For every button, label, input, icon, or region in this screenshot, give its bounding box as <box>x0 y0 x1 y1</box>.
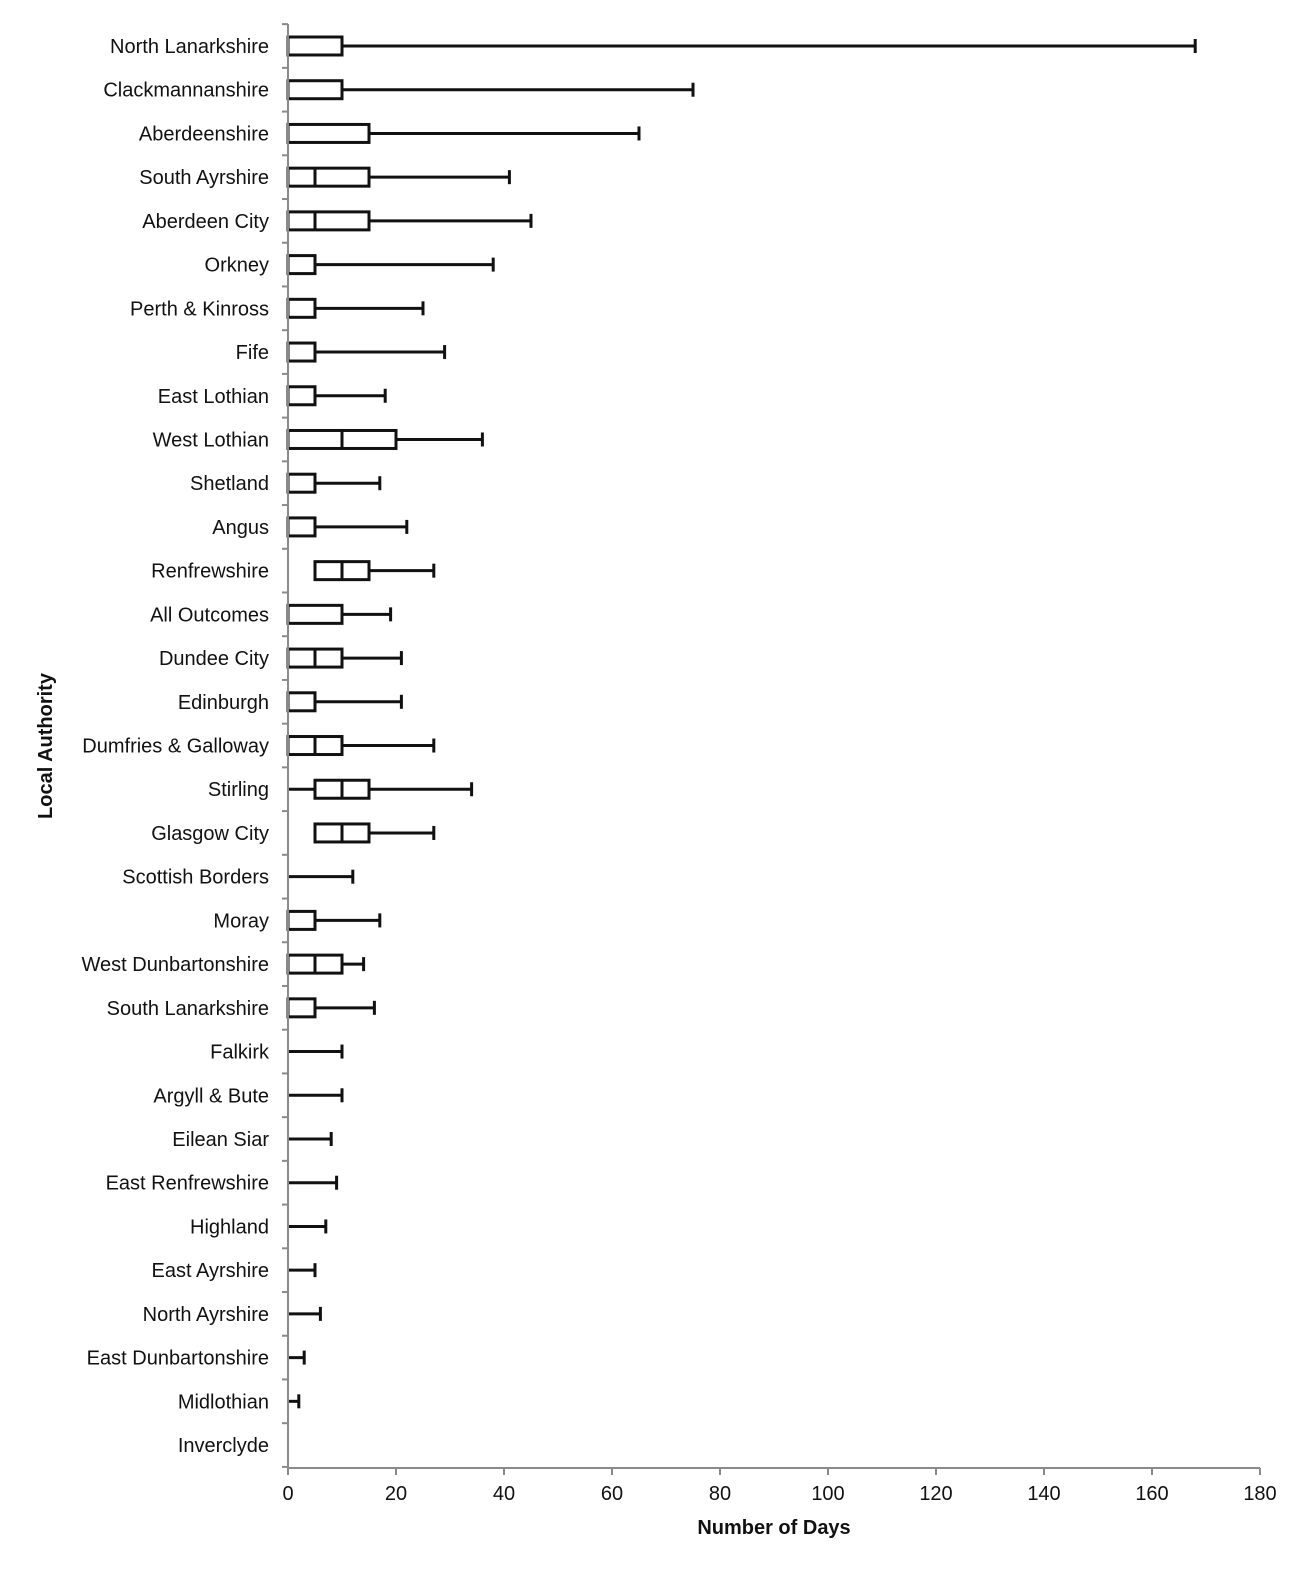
x-tick-label: 0 <box>282 1483 293 1505</box>
boxplot-row <box>286 122 641 144</box>
boxplot-row <box>286 603 393 625</box>
boxplot-row <box>286 691 403 713</box>
boxplot-row <box>313 560 436 582</box>
category-label: Orkney <box>205 255 269 277</box>
iqr-box <box>286 516 317 538</box>
x-tick-label: 20 <box>385 1483 407 1505</box>
iqr-box <box>286 691 317 713</box>
category-label: Glasgow City <box>151 823 269 845</box>
boxplot-row <box>286 385 387 407</box>
boxplot-row <box>286 79 695 101</box>
boxplot-row <box>286 35 1197 57</box>
ticks-layer: 0 20 40 60 80 100 120 140 160 180 <box>282 23 1277 1505</box>
boxplot-row <box>288 778 474 800</box>
iqr-box <box>286 210 371 232</box>
category-label: East Lothian <box>158 386 269 408</box>
category-label: West Lothian <box>153 429 269 451</box>
boxplot-row <box>286 909 382 931</box>
boxplot-row <box>286 341 447 363</box>
category-label: Falkirk <box>210 1042 270 1064</box>
category-label: Midlothian <box>178 1391 269 1413</box>
boxplot-row <box>288 1132 333 1146</box>
category-label: Angus <box>212 517 269 539</box>
category-label: West Dunbartonshire <box>82 954 270 976</box>
x-tick-label: 160 <box>1135 1483 1168 1505</box>
iqr-box <box>286 79 344 101</box>
x-tick-label: 180 <box>1243 1483 1276 1505</box>
boxplot-row <box>286 647 403 669</box>
category-label: Aberdeen City <box>142 211 269 233</box>
iqr-box <box>286 472 317 494</box>
category-label: Edinburgh <box>178 692 269 714</box>
iqr-box <box>286 385 317 407</box>
boxplot-row <box>286 428 484 450</box>
x-tick-label: 120 <box>919 1483 952 1505</box>
boxplot-row <box>288 1175 339 1190</box>
category-label: Inverclyde <box>178 1435 269 1457</box>
x-axis-title: Number of Days <box>697 1517 850 1539</box>
boxplot-row <box>288 1044 344 1059</box>
marks-layer <box>286 35 1197 1409</box>
y-axis-title: Local Authority <box>35 672 57 819</box>
category-labels: North Lanarkshire Clackmannanshire Aberdee… <box>82 36 270 1457</box>
boxplot-row <box>286 735 436 757</box>
category-label: Aberdeenshire <box>139 123 269 145</box>
boxplot-row <box>286 472 382 494</box>
category-label: South Ayrshire <box>139 167 269 189</box>
boxplot-row <box>288 1350 306 1365</box>
iqr-box <box>286 341 317 363</box>
iqr-box <box>286 122 371 144</box>
category-label: Scottish Borders <box>122 867 269 889</box>
x-tick-label: 60 <box>601 1483 623 1505</box>
category-label: East Renfrewshire <box>106 1173 269 1195</box>
category-label: Renfrewshire <box>151 561 269 583</box>
iqr-box <box>286 35 344 57</box>
category-label: Perth & Kinross <box>130 298 269 320</box>
x-tick-label: 40 <box>493 1483 515 1505</box>
category-label: Argyll & Bute <box>153 1085 269 1107</box>
boxplot-row <box>288 1263 317 1278</box>
boxplot-row <box>288 1219 328 1234</box>
boxplot-row <box>286 297 425 319</box>
boxplot-row <box>286 516 409 538</box>
category-label: Stirling <box>208 779 269 801</box>
iqr-box <box>286 254 317 276</box>
boxplot-row <box>313 822 436 844</box>
boxplot-row <box>286 997 376 1019</box>
category-label: Moray <box>213 910 269 932</box>
boxplot-row <box>286 210 533 232</box>
category-label: North Ayrshire <box>143 1304 269 1326</box>
boxplot-row <box>286 254 495 276</box>
x-tick-label: 100 <box>811 1483 844 1505</box>
boxplot-row <box>286 953 366 975</box>
category-label: All Outcomes <box>150 604 269 626</box>
category-label: Dundee City <box>159 648 269 670</box>
category-label: Dumfries & Galloway <box>82 736 269 758</box>
boxplot-row <box>288 1088 344 1103</box>
boxplot-row <box>288 1394 301 1409</box>
category-label: South Lanarkshire <box>107 998 269 1020</box>
x-tick-label: 80 <box>709 1483 731 1505</box>
category-label: East Ayrshire <box>152 1260 269 1282</box>
iqr-box <box>286 603 344 625</box>
iqr-box <box>286 297 317 319</box>
category-label: East Dunbartonshire <box>87 1348 269 1370</box>
iqr-box <box>286 997 317 1019</box>
category-label: North Lanarkshire <box>110 36 269 58</box>
category-label: Clackmannanshire <box>103 80 269 102</box>
category-label: Fife <box>236 342 269 364</box>
category-label: Shetland <box>190 473 269 495</box>
iqr-box <box>286 909 317 931</box>
category-label: Highland <box>190 1216 269 1238</box>
iqr-box <box>286 166 371 188</box>
x-tick-label: 140 <box>1027 1483 1060 1505</box>
boxplot-row <box>288 1306 322 1321</box>
category-label: Eilean Siar <box>172 1129 269 1151</box>
boxplot-row <box>286 166 511 188</box>
boxplot-row <box>288 869 355 884</box>
